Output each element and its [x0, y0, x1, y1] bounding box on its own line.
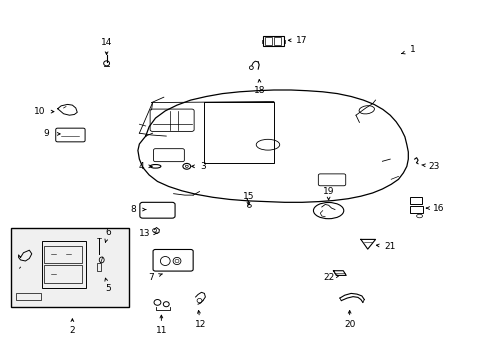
Text: 7: 7 [147, 274, 153, 282]
Bar [409, 197, 421, 204]
Text: 19: 19 [322, 187, 334, 196]
Bar [409, 206, 423, 213]
Text: 23: 23 [427, 162, 439, 171]
Text: 9: 9 [43, 130, 49, 139]
Bar [44, 246, 82, 263]
Bar [44, 265, 82, 283]
Text: 13: 13 [138, 229, 150, 238]
Text: 2: 2 [69, 326, 75, 335]
Bar [264, 37, 272, 45]
Text: 8: 8 [130, 205, 136, 214]
Bar [11, 228, 129, 307]
Bar [263, 36, 283, 46]
Bar [273, 37, 281, 45]
Text: 11: 11 [155, 326, 167, 335]
Text: 10: 10 [34, 107, 46, 116]
Text: 22: 22 [322, 274, 334, 282]
Text: 14: 14 [101, 38, 112, 47]
Text: 4: 4 [139, 162, 144, 171]
Bar [41, 241, 85, 288]
Text: 3: 3 [200, 162, 205, 171]
Text: 16: 16 [432, 204, 444, 212]
Text: 1: 1 [409, 45, 415, 54]
Text: 20: 20 [343, 320, 355, 329]
Text: 6: 6 [105, 228, 111, 237]
Text: 21: 21 [384, 242, 395, 251]
Bar [97, 263, 101, 271]
Text: 18: 18 [254, 86, 265, 95]
Text: 5: 5 [105, 284, 111, 293]
Text: 15: 15 [242, 192, 254, 201]
Bar [16, 293, 41, 300]
Text: 17: 17 [296, 36, 307, 45]
Text: 12: 12 [194, 320, 206, 329]
